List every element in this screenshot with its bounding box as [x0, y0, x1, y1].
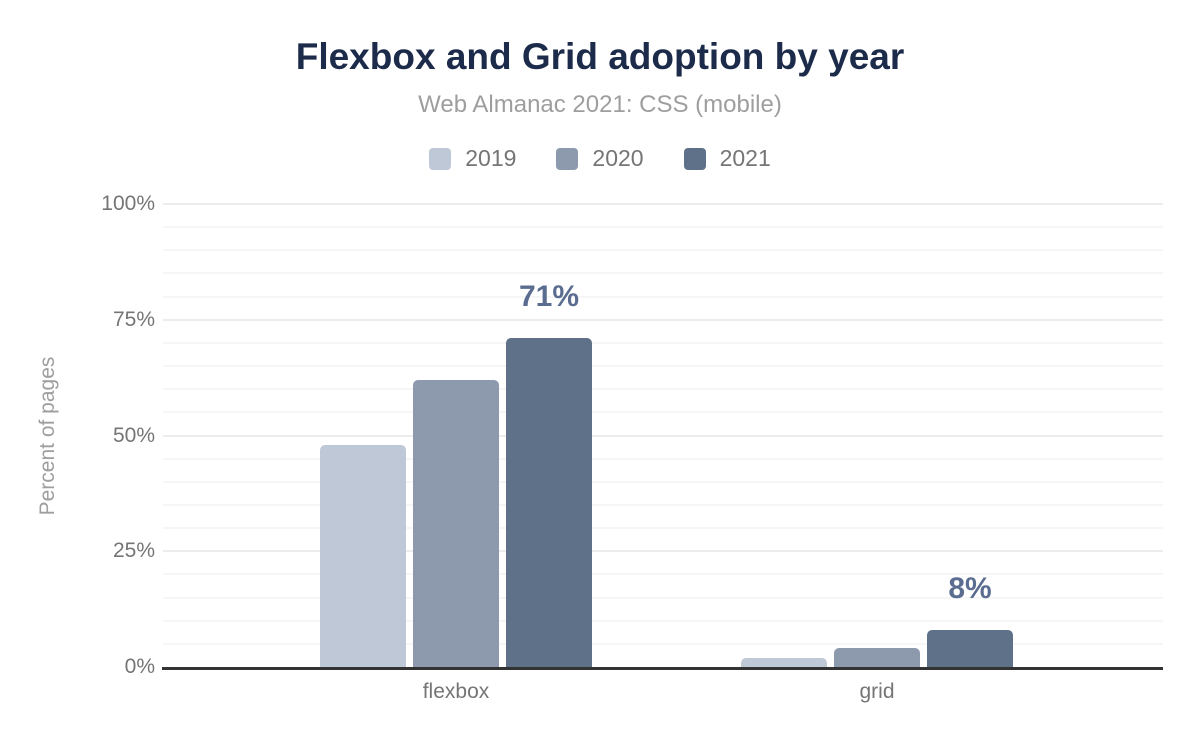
legend-swatch [429, 147, 452, 170]
major-gridline [163, 203, 1163, 205]
minor-gridline [163, 619, 1163, 622]
bar-grid-2020 [834, 648, 920, 667]
legend-item: 2019 [429, 145, 516, 172]
x-axis-line [162, 667, 1163, 670]
minor-gridline [163, 411, 1163, 414]
minor-gridline [163, 249, 1163, 252]
bar-value-label: 71% [518, 280, 580, 314]
plot-area: 71% 8% [163, 203, 1163, 667]
legend-swatch [683, 147, 706, 170]
bar-flexbox-2020 [413, 379, 499, 667]
y-tick-label: 100% [101, 192, 155, 215]
major-gridline [163, 318, 1163, 321]
minor-gridline [163, 365, 1163, 368]
minor-gridline [163, 272, 1163, 275]
legend: 2019 2020 2021 [0, 145, 1200, 172]
legend-item: 2021 [683, 145, 771, 172]
bar-flexbox-2019 [320, 444, 406, 667]
minor-gridline [163, 457, 1163, 460]
minor-gridline [163, 503, 1163, 506]
legend-label: 2021 [719, 145, 771, 171]
chart-subtitle: Web Almanac 2021: CSS (mobile) [418, 91, 782, 118]
x-tick-label: flexbox [422, 680, 490, 703]
legend-label: 2020 [592, 145, 644, 171]
major-gridline [163, 434, 1163, 437]
y-tick-label: 50% [112, 423, 155, 447]
legend-item: 2020 [556, 145, 644, 172]
minor-gridline [163, 226, 1163, 229]
legend-label: 2019 [465, 145, 517, 171]
minor-gridline [163, 573, 1163, 576]
bar-flexbox-2021 [506, 338, 592, 667]
minor-gridline [163, 480, 1163, 483]
minor-gridline [163, 642, 1163, 645]
minor-gridline [163, 527, 1163, 530]
chart-title: Flexbox and Grid adoption by year [295, 36, 905, 77]
bar-grid-2019 [741, 657, 827, 667]
legend-swatch [556, 147, 579, 170]
y-tick-label: 75% [112, 307, 155, 331]
x-tick-label: grid [859, 680, 895, 703]
minor-gridline [163, 596, 1163, 599]
bar-value-label: 8% [948, 571, 992, 605]
y-tick-label: 0% [124, 655, 155, 678]
minor-gridline [163, 388, 1163, 391]
minor-gridline [163, 341, 1163, 344]
bar-grid-2021 [927, 629, 1013, 667]
minor-gridline [163, 295, 1163, 298]
major-gridline [163, 550, 1163, 553]
y-tick-label: 25% [112, 539, 155, 563]
